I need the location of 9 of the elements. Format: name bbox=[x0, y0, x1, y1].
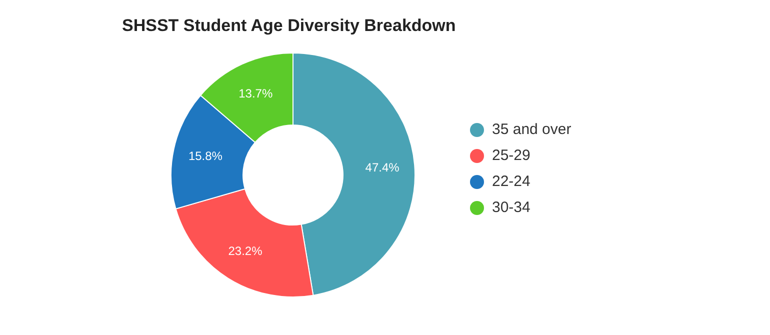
data-label: 15.8% bbox=[188, 148, 223, 163]
legend-label: 30-34 bbox=[492, 199, 530, 216]
legend-label: 25-29 bbox=[492, 147, 530, 164]
data-label: 23.2% bbox=[228, 244, 263, 258]
data-label: 47.4% bbox=[365, 160, 400, 175]
chart-title: SHSST Student Age Diversity Breakdown bbox=[122, 16, 456, 36]
data-label: 13.7% bbox=[238, 86, 273, 101]
legend-label: 22-24 bbox=[492, 173, 530, 190]
legend-label: 35 and over bbox=[492, 121, 572, 138]
